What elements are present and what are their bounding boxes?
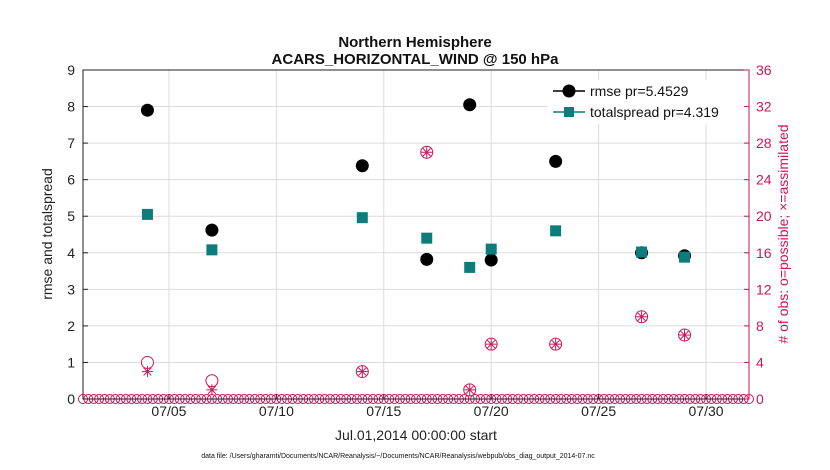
totalspread-point [679,251,691,263]
obs-assimilated-marker [356,366,368,378]
y-right-tick-label: 12 [756,281,772,297]
legend: rmse pr=5.4529 totalspread pr=4.319 [548,80,744,124]
y-right-tick-label: 8 [756,318,764,334]
obs-assimilated-marker [485,338,497,350]
totalspread-point [421,232,433,244]
legend-totalspread-label: totalspread pr=4.319 [590,104,719,120]
totalspread-point [206,244,218,256]
footnote: data file: /Users/gharamti/Documents/NCA… [201,453,595,460]
y-tick-label: 5 [67,208,75,224]
rmse-point [420,252,434,266]
y-tick-label: 2 [67,318,75,334]
obs-assimilated-marker [679,329,691,341]
x-tick-label: 07/20 [474,403,509,419]
y-tick-label: 6 [67,172,75,188]
x-axis-label: Jul.01,2014 00:00:00 start [335,427,497,443]
totalspread-point [141,208,153,220]
rmse-point [140,103,154,117]
y-tick-label: 4 [67,245,75,261]
rmse-point [463,98,477,112]
totalspread-point [464,261,476,273]
x-tick-label: 07/10 [259,403,294,419]
y-tick-label: 0 [67,391,75,407]
legend-box [548,80,744,124]
obs-assimilated-marker [464,384,476,396]
chart-title: Northern Hemisphere [338,34,491,51]
y-tick-label: 8 [67,99,75,115]
chart-subtitle: ACARS_HORIZONTAL_WIND @ 150 hPa [272,51,560,68]
axis-ticks: 07/05 07/10 07/15 07/20 07/25 07/300123456789… [67,62,772,419]
y-right-tick-label: 20 [756,208,772,224]
y-tick-label: 3 [67,281,75,297]
x-tick-label: 07/25 [581,403,616,419]
obs-assimilated-marker [206,384,218,396]
legend-rmse-marker [562,84,576,98]
y-right-tick-label: 4 [756,354,764,370]
totalspread-point [550,225,562,237]
legend-totalspread-marker [564,107,574,117]
obs-assimilated-marker [141,366,153,378]
y-tick-label: 9 [67,62,75,78]
x-tick-label: 07/15 [366,403,401,419]
totalspread-point [356,212,368,224]
y-right-tick-label: 32 [756,99,772,115]
totalspread-point [485,243,497,255]
rmse-point [484,253,498,267]
obs-assimilated-marker [421,146,433,158]
x-tick-label: 07/30 [689,403,724,419]
rmse-point [355,159,369,173]
y-axis-label: rmse and totalspread [39,168,55,300]
x-tick-label: 07/05 [151,403,186,419]
y-right-tick-label: 24 [756,172,772,188]
rmse-point [205,223,219,237]
obs-assimilated-marker [636,311,648,323]
y-right-tick-label: 28 [756,135,772,151]
legend-rmse-label: rmse pr=5.4529 [590,83,689,99]
y-tick-label: 1 [67,354,75,370]
grid [83,69,749,400]
rmse-point [549,154,563,168]
y-right-tick-label: 16 [756,245,772,261]
totalspread-point [636,246,648,258]
obs-assimilated-marker [550,338,562,350]
y-right-tick-label: 0 [756,391,764,407]
y-right-tick-label: 36 [756,62,772,78]
y-axis-label-right: # of obs: o=possible; ×=assimilated [775,124,791,343]
y-tick-label: 7 [67,135,75,151]
plot-marks [78,98,754,404]
